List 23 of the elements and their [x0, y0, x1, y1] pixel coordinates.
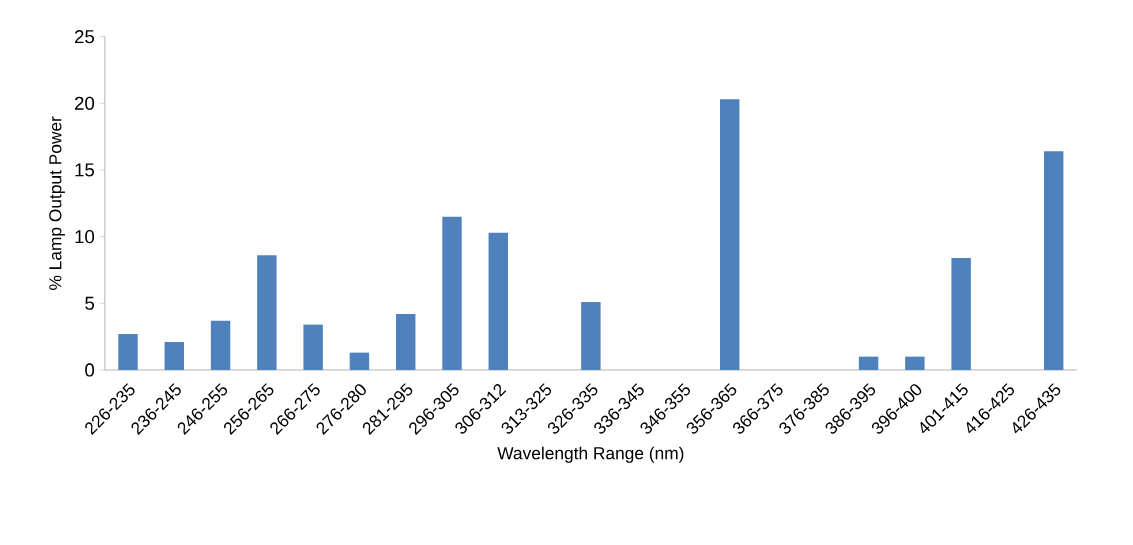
bar	[488, 232, 509, 370]
y-tick-label: 25	[75, 30, 95, 44]
bar	[210, 320, 231, 370]
y-tick-label: 0	[85, 363, 95, 377]
bar	[905, 356, 925, 370]
y-tick-label: 15	[75, 163, 95, 177]
y-tick-label: 5	[85, 296, 95, 310]
bar	[303, 324, 323, 370]
bar	[858, 356, 879, 370]
bar	[1043, 151, 1064, 370]
bar	[951, 257, 971, 370]
bar	[442, 216, 462, 370]
bar	[396, 313, 416, 370]
bar	[118, 333, 138, 370]
bar	[720, 99, 740, 370]
bar	[349, 352, 370, 370]
x-axis-title: Wavelength Range (nm)	[497, 446, 684, 463]
bar	[581, 301, 601, 370]
bar	[257, 255, 277, 370]
bar	[164, 341, 185, 370]
y-axis-title: % Lamp Output Power	[49, 116, 65, 290]
y-tick-label: 20	[75, 96, 95, 110]
y-tick-label: 10	[75, 230, 95, 244]
